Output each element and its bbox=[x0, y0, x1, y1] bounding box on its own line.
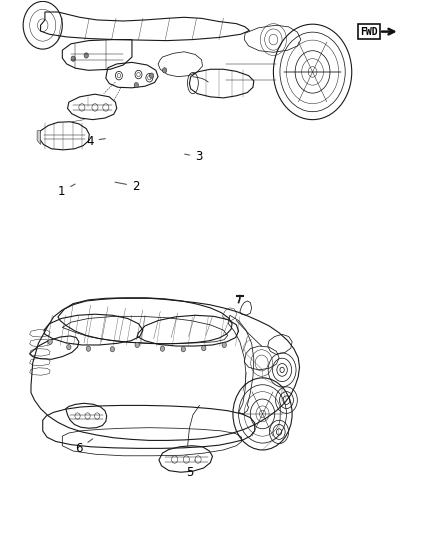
Circle shape bbox=[222, 342, 226, 348]
Circle shape bbox=[86, 346, 91, 351]
Circle shape bbox=[103, 104, 109, 111]
Circle shape bbox=[79, 104, 85, 111]
Circle shape bbox=[110, 346, 115, 352]
Circle shape bbox=[71, 56, 75, 61]
Circle shape bbox=[146, 74, 153, 82]
Circle shape bbox=[95, 413, 100, 419]
Circle shape bbox=[75, 413, 80, 419]
Circle shape bbox=[67, 344, 71, 350]
Text: 4: 4 bbox=[86, 134, 105, 148]
Circle shape bbox=[172, 456, 178, 463]
Text: 2: 2 bbox=[115, 180, 139, 192]
Circle shape bbox=[135, 342, 139, 348]
Circle shape bbox=[184, 456, 189, 463]
Circle shape bbox=[181, 346, 185, 352]
Circle shape bbox=[201, 345, 206, 351]
Polygon shape bbox=[37, 131, 41, 144]
Circle shape bbox=[135, 70, 142, 79]
Text: 1: 1 bbox=[58, 184, 75, 198]
Circle shape bbox=[149, 73, 154, 78]
Circle shape bbox=[48, 339, 52, 344]
Circle shape bbox=[195, 456, 201, 463]
Circle shape bbox=[162, 68, 167, 73]
Circle shape bbox=[85, 413, 90, 419]
Circle shape bbox=[92, 104, 98, 111]
Circle shape bbox=[116, 71, 122, 80]
Text: 5: 5 bbox=[186, 460, 195, 479]
Text: 6: 6 bbox=[75, 439, 93, 455]
Circle shape bbox=[84, 53, 88, 58]
Circle shape bbox=[134, 83, 138, 88]
Text: 3: 3 bbox=[185, 150, 202, 164]
Text: FWD: FWD bbox=[360, 27, 378, 37]
Circle shape bbox=[160, 346, 165, 351]
